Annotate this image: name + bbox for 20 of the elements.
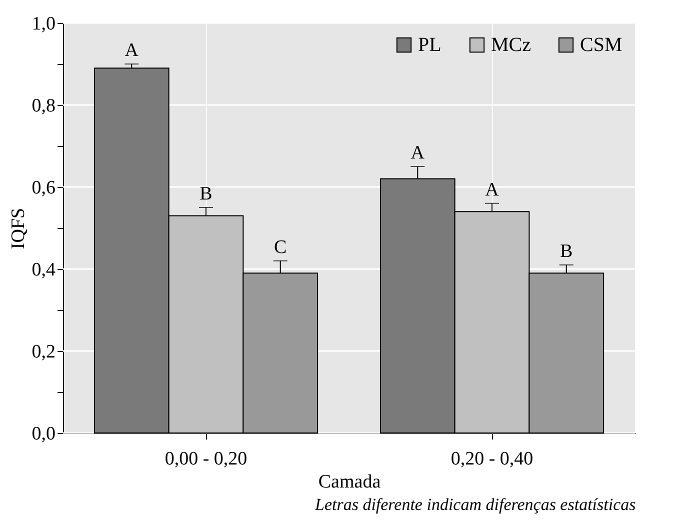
data-label: B (560, 240, 573, 262)
data-label: A (410, 142, 425, 164)
data-label: B (200, 184, 212, 204)
y-tick-label: 0,6 (32, 178, 56, 198)
y-tick-label: 0,0 (32, 424, 56, 444)
y-tick-label: 0,8 (32, 96, 56, 116)
data-label: A (124, 40, 139, 61)
data-label: C (274, 236, 287, 258)
y-tick-label: 0,4 (32, 260, 56, 280)
y-tick-label: 1,0 (32, 14, 56, 34)
legend-label: CSM (580, 34, 622, 56)
text: Letras diferente indicam diferenças estatísticas (314, 495, 636, 514)
y-axis-title: IQFS (8, 208, 29, 250)
data-label: A (485, 179, 500, 200)
x-axis-title: Camada (318, 472, 382, 492)
legend-label: MCz (491, 34, 532, 56)
x-tick-label: 0,00 - 0,20 (164, 448, 248, 470)
y-tick-label: 0,2 (32, 342, 56, 362)
legend-label: PL (418, 34, 442, 56)
x-tick-label: 0,20 - 0,40 (450, 448, 534, 470)
